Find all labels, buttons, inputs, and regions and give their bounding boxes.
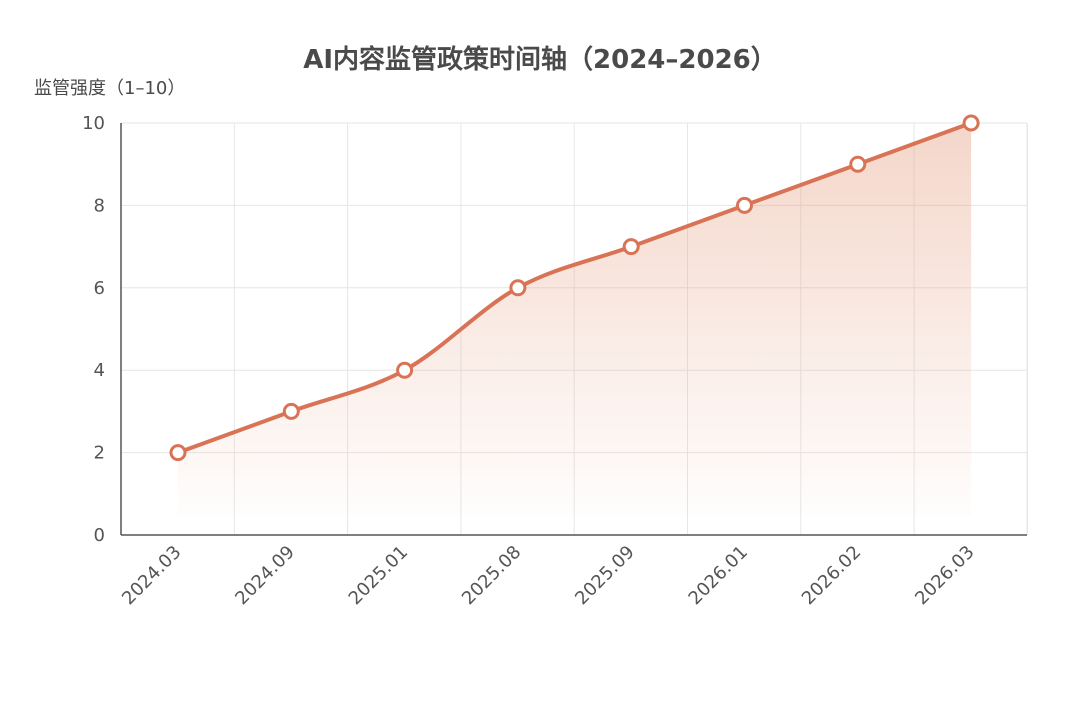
point-layer	[169, 114, 980, 462]
x-tick-label: 2024.09	[231, 542, 298, 609]
x-tick-label: 2025.01	[345, 542, 412, 609]
data-point[interactable]	[282, 402, 300, 420]
x-tick-label: 2024.03	[118, 542, 185, 609]
y-axis-title: 监管强度（1–10）	[34, 78, 185, 99]
data-point[interactable]	[849, 155, 867, 173]
y-tick-label: 8	[94, 195, 105, 216]
axis-layer	[120, 123, 1027, 536]
data-point[interactable]	[622, 238, 640, 256]
x-tick-label: 2025.08	[458, 542, 525, 609]
series-line	[176, 121, 974, 455]
line-layer	[176, 121, 974, 455]
data-point[interactable]	[509, 279, 527, 297]
area-layer	[178, 123, 972, 515]
x-tick-label: 2026.01	[685, 542, 752, 609]
x-tick-label: 2026.03	[911, 542, 978, 609]
x-tick-label: 2026.02	[798, 542, 865, 609]
series-area-fill	[178, 123, 972, 515]
data-point[interactable]	[396, 361, 414, 379]
y-tick-label: 6	[94, 278, 105, 299]
x-tick-layer: 2024.03 2024.09 2025.01 2025.08 2025.09 2026.…	[118, 542, 979, 609]
y-tick-label: 2	[94, 443, 105, 464]
y-tick-label: 0	[94, 525, 105, 546]
y-tick-label: 10	[82, 113, 105, 134]
data-point[interactable]	[169, 444, 187, 462]
y-tick-label: 4	[94, 360, 105, 381]
data-point[interactable]	[962, 114, 980, 132]
y-tick-layer: 0 2 4 6 8 10	[82, 113, 105, 546]
chart-title: AI内容监管政策时间轴（2024–2026）	[303, 44, 777, 75]
data-point[interactable]	[736, 196, 753, 214]
x-tick-label: 2025.09	[571, 542, 638, 609]
